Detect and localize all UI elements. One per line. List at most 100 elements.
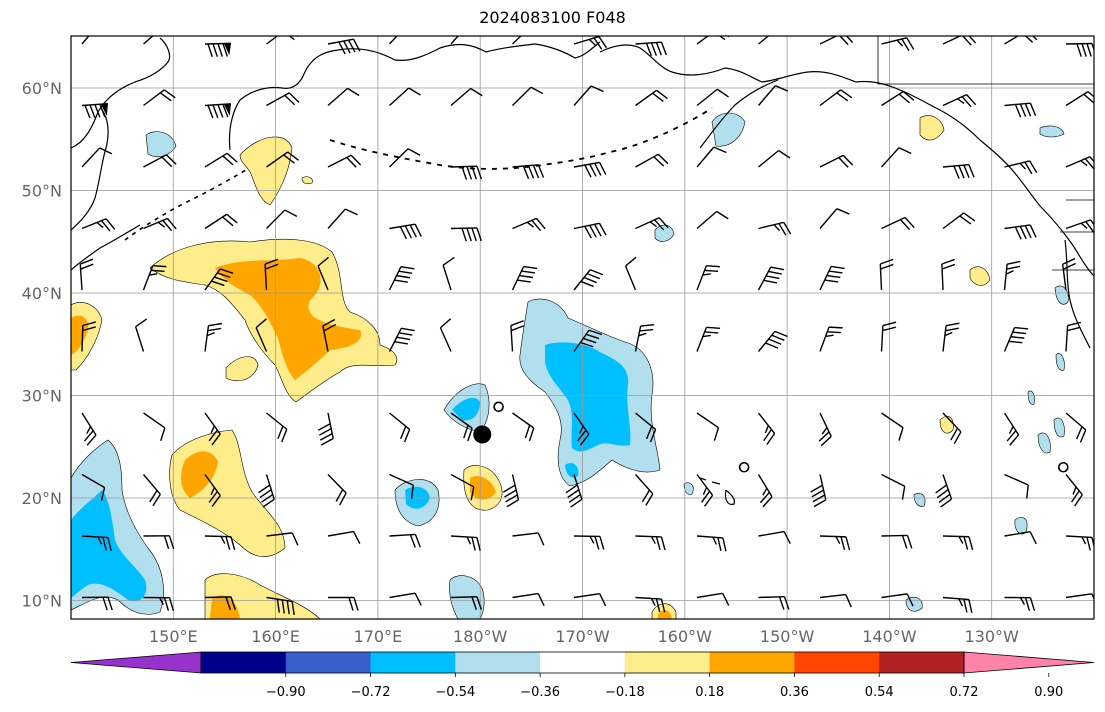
wind-barb — [696, 474, 714, 507]
wind-barb — [881, 473, 906, 500]
wind-barb — [881, 534, 913, 549]
wind-barb — [81, 596, 113, 611]
wind-barb — [942, 164, 975, 179]
colorbar — [70, 651, 1095, 674]
lon-label: 150°W — [760, 627, 815, 646]
wind-barb — [757, 330, 788, 352]
wind-barb — [266, 151, 299, 168]
negative-anomaly-region — [1037, 432, 1051, 454]
map-frame — [70, 35, 1095, 620]
colorbar-segment — [879, 652, 965, 673]
alaska-coastline — [228, 41, 601, 151]
wind-barb — [442, 256, 455, 291]
wind-barb — [450, 412, 473, 442]
wind-barb — [81, 103, 108, 119]
colorbar-labels: −0.90 −0.72 −0.54 −0.36 −0.18 0.18 0.36 0.54 0.7… — [266, 673, 1063, 700]
graticule — [71, 36, 1094, 619]
positive-anomaly-region — [301, 176, 313, 185]
wind-barb — [389, 473, 414, 499]
wind-barb — [512, 412, 535, 442]
lat-label: 50°N — [22, 182, 62, 201]
wind-barb — [204, 322, 222, 352]
wind-barb — [573, 36, 608, 50]
wind-barb — [81, 412, 97, 446]
colorbar-tick-label: 0.54 — [865, 685, 894, 700]
wind-barb — [758, 221, 792, 236]
wind-barb — [143, 596, 175, 611]
colorbar-extend-high — [963, 651, 1095, 674]
colorbar-segment — [540, 652, 626, 673]
wind-barb — [388, 327, 415, 352]
wind-barb — [634, 474, 654, 506]
lon-label: 160°W — [658, 627, 713, 646]
wind-barb — [327, 38, 361, 55]
wind-barb — [327, 474, 347, 506]
wind-barb — [81, 473, 106, 501]
open-circle-marker — [738, 461, 750, 473]
wind-barb — [1004, 473, 1029, 499]
positive-anomaly-region — [969, 266, 991, 286]
wind-barb — [696, 146, 727, 168]
open-circle-marker — [493, 401, 504, 413]
negative-anomaly-region — [565, 463, 579, 478]
wind-barb — [204, 213, 238, 230]
wind-barb — [264, 258, 279, 291]
wind-barb — [1065, 593, 1094, 607]
colorbar-tick-label: 0.18 — [695, 685, 724, 700]
wind-barb — [204, 412, 221, 446]
wind-barb — [81, 36, 100, 45]
negative-anomaly-region — [654, 224, 675, 242]
wind-barb — [450, 87, 483, 107]
wind-barb — [1065, 412, 1087, 443]
wind-barb — [880, 321, 897, 352]
wind-barb — [204, 103, 231, 119]
positive-anomaly-region — [225, 356, 259, 382]
wind-barb — [757, 266, 785, 291]
wind-barb — [79, 258, 94, 291]
wind-barb — [1003, 326, 1029, 352]
wind-barb — [696, 88, 729, 107]
hawaiian-islands — [699, 477, 735, 505]
wind-barb — [942, 535, 974, 551]
wind-barb — [573, 592, 607, 607]
colorbar-segment — [370, 652, 456, 673]
wind-barb — [696, 326, 721, 352]
wind-barb — [573, 329, 603, 352]
wind-barb — [819, 326, 843, 352]
negative-anomaly-region — [1039, 125, 1065, 138]
wind-barb — [81, 147, 113, 168]
wind-barb — [81, 535, 112, 551]
wind-barb — [512, 86, 544, 106]
wind-barb — [942, 36, 977, 46]
wind-barb — [810, 474, 827, 508]
wind-barb — [1004, 596, 1036, 611]
wind-barb — [510, 320, 525, 352]
wind-barb — [635, 596, 666, 613]
wind-barb — [266, 596, 295, 616]
wind-barb — [573, 161, 607, 178]
wind-barb — [942, 412, 962, 445]
wind-barb — [327, 208, 358, 229]
wind-barb — [757, 412, 776, 446]
wind-barb — [204, 474, 221, 507]
wind-barb — [696, 265, 720, 291]
wind-barb — [389, 533, 421, 548]
wind-barb — [512, 592, 545, 607]
wind-barb — [941, 258, 956, 291]
colorbar-tick-label: 0.36 — [780, 685, 809, 700]
wind-barb — [317, 256, 329, 291]
colorbar-tick-label: −0.36 — [520, 685, 560, 700]
wind-barb — [502, 474, 520, 508]
wind-barb — [266, 412, 288, 443]
wind-barb — [1003, 412, 1020, 446]
wind-barb — [624, 256, 637, 291]
negative-anomaly-region — [1027, 390, 1035, 405]
wind-barb — [143, 36, 164, 45]
wind-barb — [696, 210, 729, 230]
wind-barb — [255, 318, 268, 352]
wind-barb — [389, 223, 422, 240]
colorbar-tick-label: −0.90 — [266, 685, 306, 700]
wind-barb — [388, 36, 408, 45]
latitude-labels: 60°N 50°N 40°N 30°N 20°N 10°N — [22, 79, 62, 611]
wind-barb — [389, 412, 411, 443]
